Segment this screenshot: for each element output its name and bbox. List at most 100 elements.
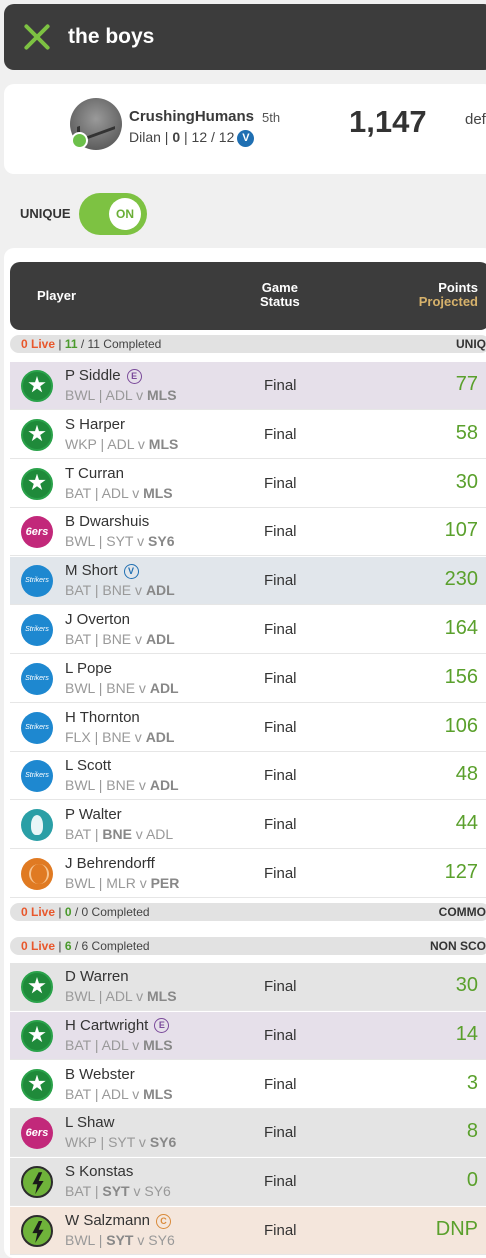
table-row[interactable]: H Cartwright E BAT | ADL v MLS Final 14 — [10, 1011, 486, 1060]
verified-badge: V — [237, 129, 255, 147]
player-position: BWL — [65, 679, 95, 696]
home-team: BNE — [106, 777, 136, 794]
player-name[interactable]: J Overton — [65, 611, 131, 628]
user-sub-prefix: Dilan | — [129, 129, 173, 145]
meta-sep: | — [90, 582, 103, 599]
table-row[interactable]: Strikers L Pope BWL | BNE v ADL Final 156 — [10, 654, 486, 703]
table-row[interactable]: Strikers M Short V BAT | BNE v ADL Final 230 — [10, 557, 486, 606]
versus: v — [129, 1183, 145, 1200]
game-status: Final — [264, 978, 297, 995]
user-name[interactable]: CrushingHumans — [129, 108, 255, 125]
player-name[interactable]: W Salzmann C — [65, 1212, 172, 1229]
game-status: Final — [264, 1222, 297, 1239]
table-row[interactable]: P Walter BAT | BNE v ADL Final 44 — [10, 801, 486, 850]
close-icon[interactable] — [22, 22, 52, 52]
player-position: WKP — [65, 435, 97, 452]
home-team: ADL — [107, 435, 135, 452]
table-row[interactable]: S Harper WKP | ADL v MLS Final 58 — [10, 410, 486, 459]
avatar[interactable] — [70, 98, 122, 150]
col-points[interactable]: Points Projected — [419, 281, 478, 309]
away-team: ADL — [149, 679, 179, 696]
unique-toggle[interactable]: ON — [79, 193, 147, 235]
meta-sep: | — [94, 875, 107, 891]
table-row[interactable]: W Salzmann C BWL | SYT v SY6 Final DNP — [10, 1207, 486, 1255]
player-name[interactable]: L Pope — [65, 659, 112, 677]
table-row[interactable]: B Webster BAT | ADL v MLS Final 3 — [10, 1060, 486, 1109]
player-name[interactable]: B Dwarshuis — [65, 513, 150, 531]
home-team: SYT — [108, 1134, 136, 1151]
player-position: BAT — [65, 826, 91, 843]
player-name[interactable]: P Walter — [65, 806, 122, 824]
table-row[interactable]: P Siddle E BWL | ADL v MLS Final 77 — [10, 362, 486, 410]
meta-sep: | — [90, 1085, 102, 1102]
meta-sep: | — [94, 777, 107, 794]
game-status: Final — [264, 474, 297, 492]
home-team: BNE — [102, 728, 131, 745]
versus: v — [133, 533, 149, 550]
col-player[interactable]: Player — [37, 288, 77, 303]
away-team: ADL — [145, 631, 175, 647]
sixers-logo-icon: 6ers — [21, 516, 53, 549]
player-meta: WKP | ADL v MLS — [65, 436, 178, 452]
player-name[interactable]: J Behrendorff — [65, 855, 155, 872]
table-row[interactable]: Strikers J Overton BAT | BNE v ADL Final 164 — [10, 606, 486, 654]
meta-sep: | — [94, 533, 107, 550]
player-position: BAT — [65, 1183, 91, 1200]
section-summary: 0 Live | 6 / 6 Completed NON SCO — [10, 937, 486, 955]
away-team: ADL — [149, 777, 179, 794]
player-name[interactable]: M Short V — [65, 562, 139, 579]
section-summary: 0 Live | 0 / 0 Completed COMMO — [10, 903, 486, 921]
table-row[interactable]: 6ers L Shaw WKP | SYT v SY6 Final 8 — [10, 1109, 486, 1158]
strikers-logo-icon: Strikers — [21, 565, 53, 598]
player-name[interactable]: P Siddle E — [65, 367, 142, 384]
player-points: 58 — [455, 421, 478, 444]
player-name[interactable]: S Harper — [65, 415, 126, 433]
player-name[interactable]: S Konstas — [65, 1163, 134, 1181]
user-sub-suffix: | 12 / 12 — [180, 129, 235, 145]
live-count: 0 Live — [21, 337, 56, 351]
table-row[interactable]: Strikers L Scott BWL | BNE v ADL Final 48 — [10, 752, 486, 801]
player-points: 14 — [455, 1022, 478, 1045]
player-name[interactable]: D Warren — [65, 968, 129, 985]
table-row[interactable]: D Warren BWL | ADL v MLS Final 30 — [10, 963, 486, 1011]
table-row[interactable]: J Behrendorff BWL | MLR v PER Final 127 — [10, 850, 486, 898]
versus: v — [131, 826, 146, 843]
player-meta: BAT | BNE v ADL — [65, 582, 175, 598]
stars-logo-icon — [21, 370, 53, 402]
player-name[interactable]: L Scott — [65, 757, 112, 775]
player-name[interactable]: H Cartwright E — [65, 1017, 170, 1034]
stars-logo-icon — [21, 971, 53, 1003]
player-name[interactable]: H Thornton — [65, 708, 140, 726]
player-meta: BWL | BNE v ADL — [65, 680, 179, 696]
meta-sep: | — [94, 679, 107, 696]
player-badge-icon: V — [123, 563, 139, 579]
player-name[interactable]: B Webster — [65, 1065, 135, 1083]
col-game-status[interactable]: Game Status — [260, 281, 300, 309]
player-meta: BAT | SYT v SY6 — [65, 1183, 171, 1199]
versus: v — [134, 435, 149, 452]
table-row[interactable]: 6ers B Dwarshuis BWL | SYT v SY6 Final 107 — [10, 508, 486, 557]
versus: v — [131, 631, 146, 647]
versus: v — [135, 875, 151, 891]
stars-logo-icon — [21, 418, 53, 451]
sixers-logo-icon: 6ers — [21, 1117, 53, 1150]
completed-count: 0 — [64, 905, 72, 919]
player-points: 30 — [455, 470, 478, 493]
game-status: Final — [264, 1124, 297, 1142]
table-row[interactable]: Strikers H Thornton FLX | BNE v ADL Final 10… — [10, 703, 486, 752]
player-points: 30 — [455, 974, 478, 996]
away-team: SY6 — [148, 533, 175, 550]
player-meta: BAT | BNE v ADL — [65, 826, 173, 842]
player-name[interactable]: T Curran — [65, 464, 124, 482]
game-status: Final — [264, 718, 297, 736]
strikers-logo-icon: Strikers — [21, 711, 53, 744]
table-row[interactable]: T Curran BAT | ADL v MLS Final 30 — [10, 459, 486, 508]
away-team: MLS — [143, 1036, 173, 1053]
player-name[interactable]: L Shaw — [65, 1114, 115, 1132]
section-title: UNIQ — [456, 337, 486, 351]
table-row[interactable]: S Konstas BAT | SYT v SY6 Final 0 — [10, 1158, 486, 1207]
meta-sep: | — [90, 728, 103, 745]
section-title: COMMO — [438, 905, 486, 919]
away-team: SY6 — [148, 1232, 175, 1248]
away-team: PER — [150, 875, 180, 891]
